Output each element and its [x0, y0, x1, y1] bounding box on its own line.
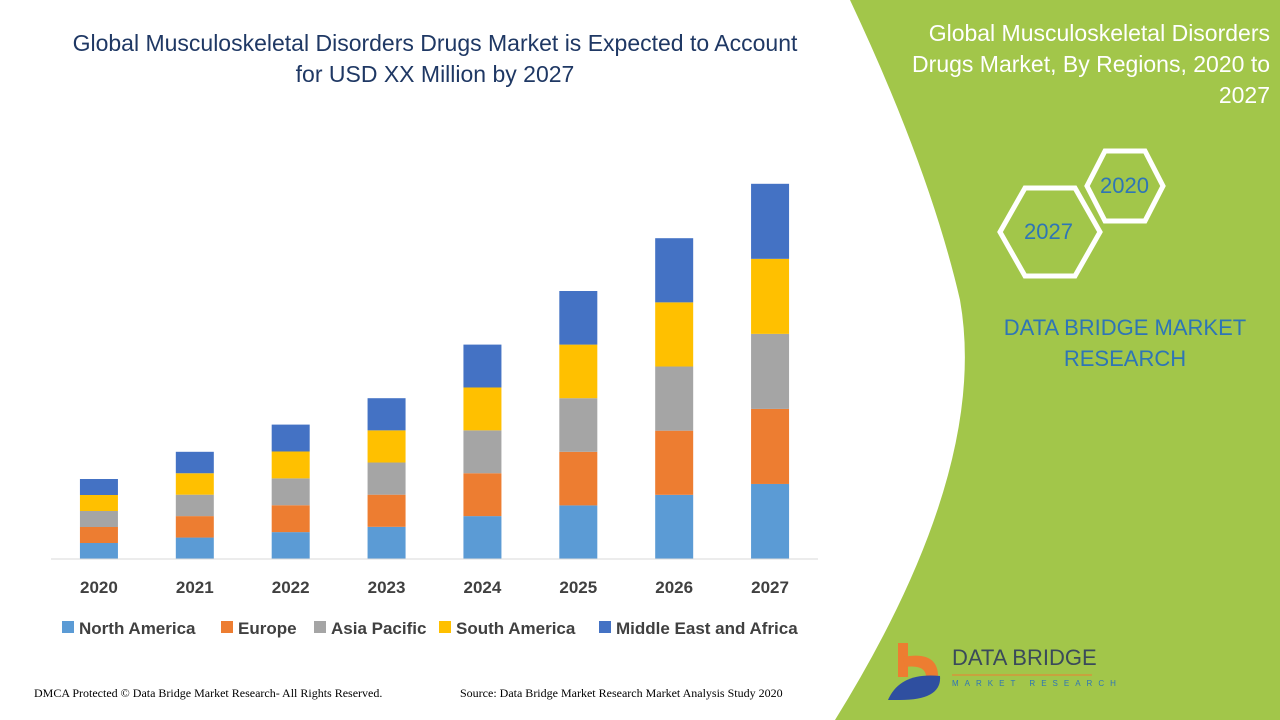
bar-2024-middle-east-and-africa	[463, 344, 502, 388]
source: Source: Data Bridge Market Research Mark…	[460, 686, 783, 700]
bar-2022-europe	[271, 505, 310, 533]
x-tick-label: 2027	[751, 578, 789, 597]
bar-2021-middle-east-and-africa	[175, 451, 214, 474]
logo-text: DATA BRIDGE	[952, 645, 1097, 670]
bar-2024-north-america	[463, 516, 502, 559]
logo-subtext: MARKET RESEARCH	[952, 679, 1122, 688]
x-tick-label: 2024	[464, 578, 502, 597]
x-tick-label: 2026	[655, 578, 693, 597]
bar-2023-europe	[367, 494, 406, 527]
bar-2025-europe	[559, 451, 598, 506]
legend-label: Middle East and Africa	[616, 619, 798, 638]
legend-swatch	[599, 621, 611, 633]
bar-2023-asia-pacific	[367, 462, 406, 495]
legend-label: Europe	[238, 619, 297, 638]
legend-label: North America	[79, 619, 196, 638]
bar-2022-north-america	[271, 532, 310, 559]
bar-2026-asia-pacific	[655, 366, 694, 431]
bar-2020-middle-east-and-africa	[79, 479, 118, 495]
bar-2027-middle-east-and-africa	[751, 183, 790, 259]
logo-icon	[888, 643, 941, 700]
copyright: DMCA Protected © Data Bridge Market Rese…	[34, 686, 383, 700]
bar-2027-south-america	[751, 258, 790, 334]
bar-2024-south-america	[463, 387, 502, 431]
x-tick-label: 2022	[272, 578, 310, 597]
legend-label: South America	[456, 619, 576, 638]
legend-label: Asia Pacific	[331, 619, 426, 638]
bar-2027-europe	[751, 408, 790, 484]
bar-2020-asia-pacific	[79, 511, 118, 527]
x-tick-label: 2020	[80, 578, 118, 597]
bar-2024-europe	[463, 473, 502, 517]
bar-2027-asia-pacific	[751, 333, 790, 409]
bar-2025-south-america	[559, 344, 598, 399]
legend-swatch	[62, 621, 74, 633]
x-tick-label: 2025	[559, 578, 597, 597]
bar-2025-middle-east-and-africa	[559, 291, 598, 345]
panel-title: Global Musculoskeletal Disorders Drugs M…	[912, 20, 1270, 108]
bar-2022-south-america	[271, 451, 310, 479]
bar-2026-south-america	[655, 302, 694, 367]
bar-2020-south-america	[79, 495, 118, 511]
bar-2022-asia-pacific	[271, 478, 310, 506]
bar-2025-asia-pacific	[559, 398, 598, 452]
legend-swatch	[314, 621, 326, 633]
legend-swatch	[221, 621, 233, 633]
bar-2023-south-america	[367, 430, 406, 463]
hexagon-2027	[997, 185, 1103, 279]
bar-2026-north-america	[655, 494, 694, 559]
bar-2020-europe	[79, 527, 118, 543]
hexagon-2020	[1084, 148, 1166, 224]
x-tick-label: 2023	[368, 578, 406, 597]
bar-2021-north-america	[175, 537, 214, 559]
bar-2021-asia-pacific	[175, 494, 214, 517]
chart-title: Global Musculoskeletal Disorders Drugs M…	[72, 30, 798, 87]
bar-2026-europe	[655, 430, 694, 495]
bar-2020-north-america	[79, 543, 118, 559]
bar-2027-north-america	[751, 483, 790, 559]
legend-swatch	[439, 621, 451, 633]
brand-text: DATA BRIDGE MARKET RESEARCH	[1003, 315, 1247, 371]
bar-2026-middle-east-and-africa	[655, 238, 694, 303]
hex-label-2020: 2020	[1100, 173, 1149, 198]
bar-2022-middle-east-and-africa	[271, 424, 310, 452]
bar-2023-middle-east-and-africa	[367, 398, 406, 431]
green-panel	[835, 0, 1280, 720]
bar-2023-north-america	[367, 526, 406, 559]
hex-label-2027: 2027	[1024, 219, 1073, 244]
chart: 2020 2021 2022 2023 2024 2025 2026 2027 North Am…	[51, 183, 818, 638]
bar-2025-north-america	[559, 505, 598, 559]
bar-2021-south-america	[175, 473, 214, 495]
x-tick-label: 2021	[176, 578, 214, 597]
bar-2024-asia-pacific	[463, 430, 502, 474]
bar-2021-europe	[175, 516, 214, 538]
